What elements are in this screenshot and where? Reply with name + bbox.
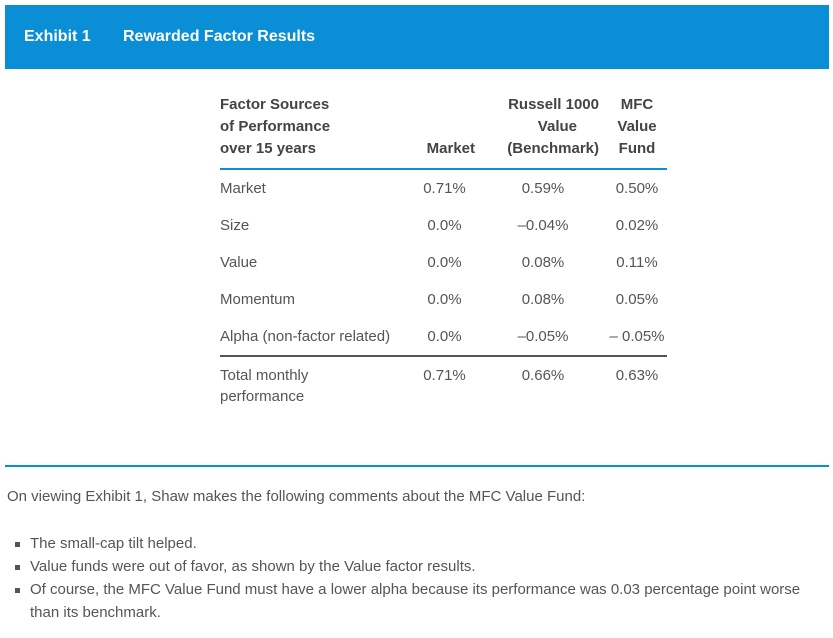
table-row: Size 0.0% –0.04% 0.02% xyxy=(220,207,667,244)
value-cell: 0.0% xyxy=(427,254,462,271)
row-label: Momentum xyxy=(220,291,296,308)
value-cell: 0.11% xyxy=(616,254,658,271)
table-row: Alpha (non-factor related) 0.0% –0.05% – 0.… xyxy=(220,318,667,356)
list-item: The small-cap tilt helped. xyxy=(12,532,812,555)
table-header-row: Factor Sources of Performance over 15 year… xyxy=(220,94,667,170)
table-row: Value 0.0% 0.08% 0.11% xyxy=(220,244,667,281)
value-cell: –0.05% xyxy=(517,328,569,345)
header-mfc: MFC Value Fund xyxy=(607,94,667,170)
value-cell: 0.0% xyxy=(427,291,462,308)
value-cell: 0.66% xyxy=(479,355,607,415)
table-row: Market 0.71% 0.59% 0.50% xyxy=(220,169,667,207)
row-label: Value xyxy=(220,254,258,271)
value-cell: 0.0% xyxy=(427,328,462,345)
value-cell: 0.50% xyxy=(615,180,659,197)
value-cell: 0.02% xyxy=(615,217,659,234)
header-russell: Russell 1000 Value (Benchmark) xyxy=(479,94,607,170)
value-cell: 0.71% xyxy=(410,355,479,415)
row-label: Size xyxy=(220,217,250,234)
exhibit-title: Rewarded Factor Results xyxy=(123,28,316,45)
divider xyxy=(5,465,829,467)
exhibit-header: Exhibit 1 Rewarded Factor Results xyxy=(5,5,829,69)
value-cell: – 0.05% xyxy=(609,328,665,345)
total-row: Total monthly performance 0.71% 0.66% 0.63% xyxy=(220,355,667,415)
intro-text: On viewing Exhibit 1, Shaw makes the fol… xyxy=(7,488,586,505)
value-cell: 0.63% xyxy=(607,355,667,415)
comments-list: The small-cap tilt helped. Value funds w… xyxy=(12,532,812,624)
factor-results-table: Factor Sources of Performance over 15 year… xyxy=(220,94,667,415)
row-label: Total monthly performance xyxy=(220,355,410,415)
header-factor-sources: Factor Sources of Performance over 15 year… xyxy=(220,94,410,170)
value-cell: 0.0% xyxy=(427,217,462,234)
row-label: Market xyxy=(220,180,266,197)
value-cell: 0.08% xyxy=(521,254,565,271)
exhibit-number: Exhibit 1 xyxy=(24,28,91,45)
value-cell: 0.05% xyxy=(615,291,659,308)
list-item: Value funds were out of favor, as shown … xyxy=(12,555,812,578)
value-cell: 0.71% xyxy=(423,180,466,197)
table-row: Momentum 0.0% 0.08% 0.05% xyxy=(220,281,667,318)
header-market: Market xyxy=(410,94,479,170)
list-item: Of course, the MFC Value Fund must have … xyxy=(12,578,812,624)
value-cell: 0.08% xyxy=(521,291,565,308)
value-cell: 0.59% xyxy=(521,180,565,197)
value-cell: –0.04% xyxy=(517,217,569,234)
row-label: Alpha (non-factor related) xyxy=(220,328,391,345)
